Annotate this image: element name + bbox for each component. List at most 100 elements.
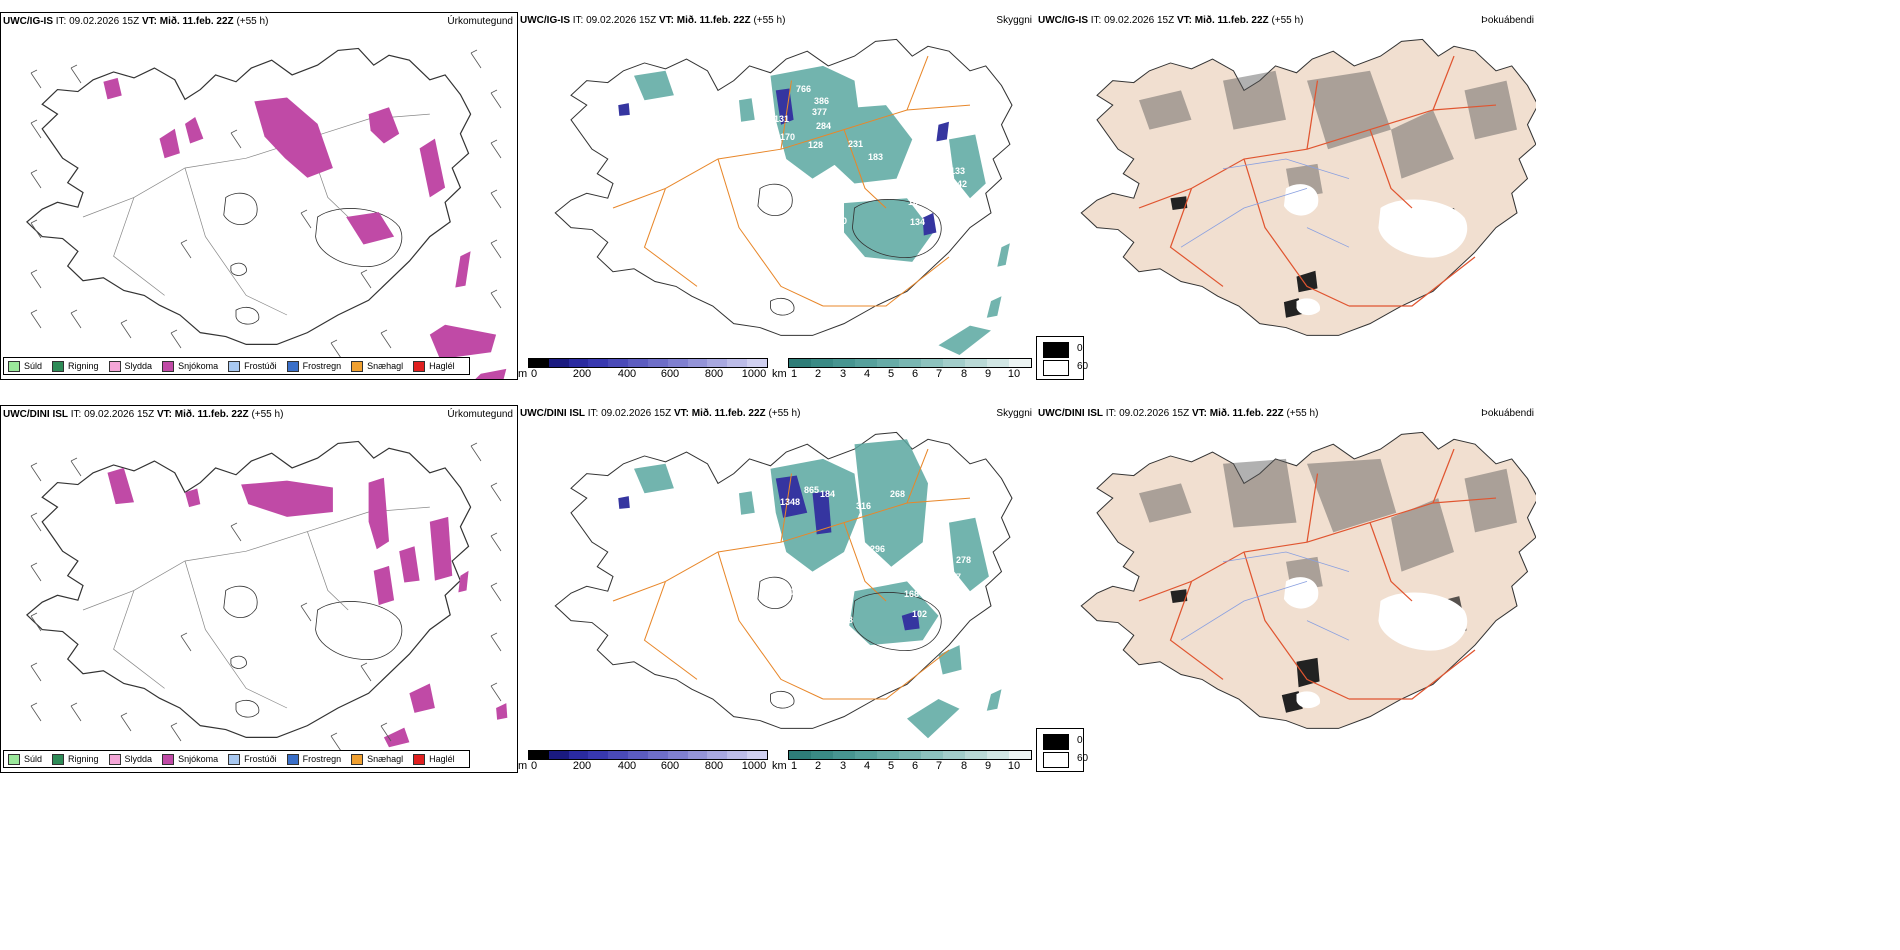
model-name: UWC/DINI ISL [520,408,585,419]
legend-item: Haglél [413,360,455,372]
valid-time: VT: Mið. 11.feb. 22Z [673,408,766,419]
point-label: 766 [796,84,811,94]
legend-item: Frostúði [228,753,277,765]
legend-label: Súld [24,754,43,764]
point-label: 170 [780,132,795,142]
legend-label: Haglél [429,754,455,764]
legend-swatch [228,360,241,372]
legend-swatch [52,360,65,372]
legend-swatch [351,360,364,372]
colorbar-tick: 1 [790,760,798,772]
valid-time: VT: Mið. 11.feb. 22Z [1191,408,1284,419]
precip-legend: Súld Rigning Slydda Snjókoma Frostúði Fr… [3,357,470,375]
legend-item: Slydda [108,360,153,372]
point-label: 238 [838,615,853,625]
legend-item: Snjókoma [162,360,219,372]
point-label: 41 [932,597,942,607]
legend-swatch [413,753,426,765]
colorbar-tick: 6 [911,368,919,380]
colorbar-tick: 200 [572,368,592,380]
panel-title: Úrkomutegund [447,16,513,27]
point-label: 865 [804,485,819,495]
point-label: 16 [908,197,918,207]
legend-item: Snæhagl [351,753,403,765]
legend-swatch [351,753,364,765]
panel-title: Þokuábendi [1481,408,1534,419]
visibility-map-top: 766 386 377 284 131 170 128 244 231 183 … [554,38,1013,355]
colorbar-tick: 8 [960,760,968,772]
fog-panel-top: UWC/IG-IS IT: 09.02.2026 15Z VT: Mið. 11… [1036,12,1536,380]
legend-label: Snjókoma [178,361,219,371]
point-label: 131 [774,114,789,124]
lead-time: (+55 h) [236,16,269,27]
legend-swatch [108,360,121,372]
wind-barbs [30,442,502,752]
legend-item: Frostúði [228,360,277,372]
point-label: 30 [784,587,794,597]
legend-item: Súld [8,360,43,372]
legend-label: Slydda [124,361,153,371]
model-name: UWC/IG-IS [1038,15,1088,26]
precip-type-panel-bottom: UWC/DINI ISL IT: 09.02.2026 15Z VT: Mið.… [0,405,518,773]
legend-label: 0 [1077,735,1083,746]
colorbar-tick: 8 [960,368,968,380]
fog-map-bottom [1080,431,1536,729]
colorbar-tick: 5 [887,760,895,772]
precip-type-panel-top: UWC/IG-IS IT: 09.02.2026 15Z VT: Mið. 11… [0,12,518,380]
legend-item: Haglél [413,753,455,765]
legend-label: Súld [24,361,43,371]
panel-header: UWC/IG-IS IT: 09.02.2026 15Z VT: Mið. 11… [3,16,268,27]
visibility-unit: km [772,760,787,772]
lead-time: (+55 h) [753,15,786,26]
point-label: 244 [888,99,903,109]
point-label: 220 [832,216,847,226]
point-label: 197 [946,572,961,582]
legend-label: Rigning [68,754,99,764]
colorbar-tick: 0 [530,760,538,772]
point-label: 134 [910,217,925,227]
legend-label: Frostregn [302,754,342,764]
visibility-point-labels: 865 184 1348 268 316 296 60 494 278 197 … [758,485,971,717]
panel-header: UWC/DINI ISL IT: 09.02.2026 15Z VT: Mið.… [3,409,283,420]
colorbar-tick: 2 [814,368,822,380]
point-label: 494 [882,569,897,579]
colorbar-tick: 7 [935,368,943,380]
point-label: 1348 [780,497,800,507]
legend-label: Frostregn [302,361,342,371]
legend-swatch [228,753,241,765]
height-colorbar-bottom: m 0 200 400 600 800 1000 [518,748,770,772]
legend-swatch [286,360,299,372]
visibility-panel-top: 766 386 377 284 131 170 128 244 231 183 … [518,12,1038,380]
visibility-colorbar-gradient [788,358,1032,368]
init-time: IT: 09.02.2026 15Z [572,15,657,26]
legend-swatch [1043,752,1069,768]
legend-swatch [108,753,121,765]
init-time: IT: 09.02.2026 15Z [1090,15,1175,26]
legend-item: Frostregn [286,753,342,765]
fog-panel-bottom: UWC/DINI ISL IT: 09.02.2026 15Z VT: Mið.… [1036,405,1536,773]
legend-swatch [8,753,20,765]
panel-header: UWC/DINI ISL IT: 09.02.2026 15Z VT: Mið.… [1038,408,1318,419]
colorbar-tick: 600 [660,760,680,772]
valid-time: VT: Mið. 11.feb. 22Z [156,409,249,420]
point-label: 60 [928,521,938,531]
colorbar-tick: 4 [863,368,871,380]
lead-time: (+55 h) [1271,15,1304,26]
visibility-panel-bottom: 865 184 1348 268 316 296 60 494 278 197 … [518,405,1038,773]
panel-header: UWC/IG-IS IT: 09.02.2026 15Z VT: Mið. 11… [1038,15,1303,26]
colorbar-tick: 3 [839,760,847,772]
legend-label: Slydda [124,754,153,764]
colorbar-tick: 5 [887,368,895,380]
point-label: 183 [868,152,883,162]
legend-swatch [413,360,426,372]
lead-time: (+55 h) [251,409,284,420]
colorbar-tick: 200 [572,760,592,772]
height-colorbar-top: m 0 200 400 600 800 1000 [518,356,770,380]
height-unit: m [518,368,528,380]
colorbar-tick: 9 [984,760,992,772]
visibility-colorbar-bottom: km 1 2 3 4 5 6 7 8 9 10 [772,748,1034,772]
lead-time: (+55 h) [768,408,801,419]
valid-time: VT: Mið. 11.feb. 22Z [1176,15,1269,26]
legend-swatch [162,753,175,765]
legend-item: Rigning [52,360,99,372]
